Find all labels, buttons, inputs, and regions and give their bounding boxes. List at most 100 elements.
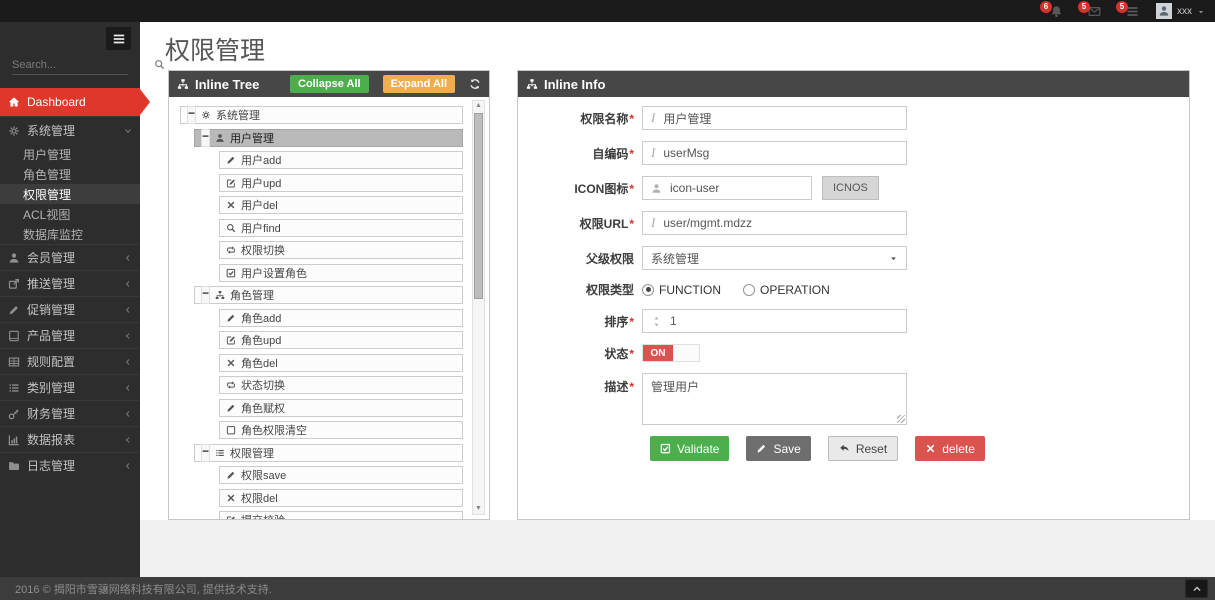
sidebar-subitem[interactable]: ACL视图 — [0, 204, 140, 224]
collapse-toggle[interactable]: − — [201, 443, 210, 462]
radio-unchecked-icon[interactable] — [743, 283, 755, 296]
times-icon — [926, 444, 935, 453]
navbar-notification-button[interactable]: 5 — [1078, 0, 1101, 19]
navbar-notification-button[interactable]: 6 — [1040, 0, 1063, 19]
sidebar-subitem[interactable]: 权限管理 — [0, 184, 140, 204]
sidebar-item-label: 类别管理 — [27, 381, 76, 395]
collapse-toggle[interactable]: − — [201, 128, 210, 147]
sidebar-toggle-button[interactable] — [106, 27, 131, 50]
pencil-icon — [9, 305, 18, 314]
tree-row[interactable]: − 角色管理 — [194, 286, 463, 304]
chevron-left-icon — [124, 357, 132, 366]
sidebar-item-promotion[interactable]: 促销管理 — [0, 296, 140, 322]
tree-row[interactable]: − 用户管理 — [194, 128, 463, 147]
parent-perm-select[interactable]: 系统管理 — [642, 246, 907, 270]
collapse-toggle[interactable]: − — [201, 286, 210, 304]
sitemap-icon — [526, 78, 538, 90]
sidebar-item-logs[interactable]: 日志管理 — [0, 452, 140, 478]
scroll-up-arrow[interactable]: ▲ — [475, 102, 482, 109]
tree-row[interactable]: 状态切换 — [219, 376, 463, 394]
refresh-icon[interactable] — [469, 78, 481, 90]
tree-scrollbar[interactable]: ▲ ▼ — [472, 100, 485, 515]
tree-row-label: 权限save — [241, 470, 287, 482]
sidebar-subitem[interactable]: 用户管理 — [0, 144, 140, 164]
expand-all-button[interactable]: Expand All — [382, 75, 455, 93]
tree-row[interactable]: 角色权限清空 — [219, 421, 463, 439]
chevron-down-icon — [124, 126, 132, 135]
user-icon — [1159, 6, 1169, 16]
tree-row[interactable]: 角色add — [219, 308, 463, 327]
scroll-down-arrow[interactable]: ▼ — [475, 505, 482, 512]
tree-row[interactable]: 权限切换 — [219, 241, 463, 259]
tree-row[interactable]: 用户find — [219, 218, 463, 237]
tree-row[interactable]: 角色赋权 — [219, 398, 463, 417]
user-menu[interactable]: xxx — [1156, 3, 1205, 19]
sidebar-item-push[interactable]: 推送管理 — [0, 270, 140, 296]
tree-row[interactable]: 权限save — [219, 466, 463, 484]
reply-icon — [840, 444, 849, 452]
pencil-square-icon — [226, 336, 235, 345]
sidebar-item-category[interactable]: 类别管理 — [0, 374, 140, 400]
field-label: 权限类型 — [518, 281, 634, 298]
scroll-to-top-button[interactable] — [1185, 579, 1208, 598]
scrollbar-thumb[interactable] — [474, 113, 483, 299]
search-input[interactable] — [12, 58, 154, 71]
perm-icon-input[interactable]: icon-user — [642, 176, 812, 200]
radio-option[interactable]: FUNCTION — [642, 283, 721, 297]
icnos-button[interactable]: ICNOS — [822, 176, 879, 200]
tree-row[interactable]: − 系统管理 — [180, 106, 463, 124]
radio-option[interactable]: OPERATION — [743, 283, 830, 297]
tree-row-label: 系统管理 — [216, 110, 260, 122]
save-button[interactable]: Save — [746, 436, 811, 461]
radio-label: FUNCTION — [659, 282, 721, 297]
tasks-icon — [1127, 6, 1138, 16]
tree-row[interactable]: 用户del — [219, 196, 463, 214]
tree-row[interactable]: 提交校验 — [219, 511, 463, 519]
delete-button[interactable]: delete — [915, 436, 985, 461]
sidebar-item-dashboard[interactable]: Dashboard — [0, 88, 150, 116]
radio-checked-icon[interactable] — [642, 283, 654, 296]
sidebar-item-reports[interactable]: 数据报表 — [0, 426, 140, 452]
sitemap-icon — [177, 79, 189, 89]
reset-button[interactable]: Reset — [827, 436, 899, 461]
field-control: FUNCTION OPERATION — [642, 283, 830, 297]
user-icon — [652, 183, 661, 193]
status-toggle[interactable]: ON — [642, 344, 700, 362]
field-label-text: 排序 — [604, 314, 629, 329]
sidebar-item-finance[interactable]: 财务管理 — [0, 400, 140, 426]
sidebar-item-product[interactable]: 产品管理 — [0, 322, 140, 348]
avatar — [1156, 3, 1172, 19]
navbar-notification-button[interactable]: 5 — [1116, 0, 1139, 19]
sidebar-item-label: 系统管理 — [27, 124, 76, 138]
tree-row[interactable]: 权限del — [219, 488, 463, 507]
sort-order-input[interactable]: 1 — [642, 309, 907, 333]
sidebar-subitem[interactable]: 角色管理 — [0, 164, 140, 184]
perm-name-input[interactable]: I 用户管理 — [642, 106, 907, 130]
pencil-square-icon — [226, 178, 236, 188]
folder-icon — [8, 459, 20, 473]
collapse-all-button[interactable]: Collapse All — [290, 75, 369, 93]
collapse-toggle[interactable]: − — [187, 106, 196, 124]
tree-row[interactable]: 用户add — [219, 151, 463, 169]
sidebar-item-label: Dashboard — [27, 95, 86, 109]
sidebar-subitem[interactable]: 数据库监控 — [0, 224, 140, 244]
search-icon — [155, 59, 165, 69]
validate-button[interactable]: Validate — [650, 436, 730, 461]
tree-row[interactable]: 角色del — [219, 353, 463, 372]
sidebar-item-member[interactable]: 会员管理 — [0, 244, 140, 270]
button-label: Reset — [855, 441, 888, 456]
sidebar-item-rules[interactable]: 规则配置 — [0, 348, 140, 374]
description-textarea[interactable]: 管理用户 — [642, 373, 907, 425]
tree-row[interactable]: 用户设置角色 — [219, 263, 463, 282]
sidebar-menu: Dashboard 系统管理用户管理 角色管理 权限管理 ACL视图数据库监控会员管理推… — [0, 88, 150, 478]
tree-row[interactable]: − 权限管理 — [194, 443, 463, 462]
sidebar-subitem-label: 数据库监控 — [23, 227, 84, 242]
pencil-icon — [227, 404, 235, 412]
chevron-left-icon — [125, 437, 130, 443]
chevron-left-icon — [125, 333, 130, 339]
sidebar-item-system[interactable]: 系统管理 — [0, 116, 140, 144]
tree-row[interactable]: 角色upd — [219, 331, 463, 349]
tree-row[interactable]: 用户upd — [219, 173, 463, 192]
